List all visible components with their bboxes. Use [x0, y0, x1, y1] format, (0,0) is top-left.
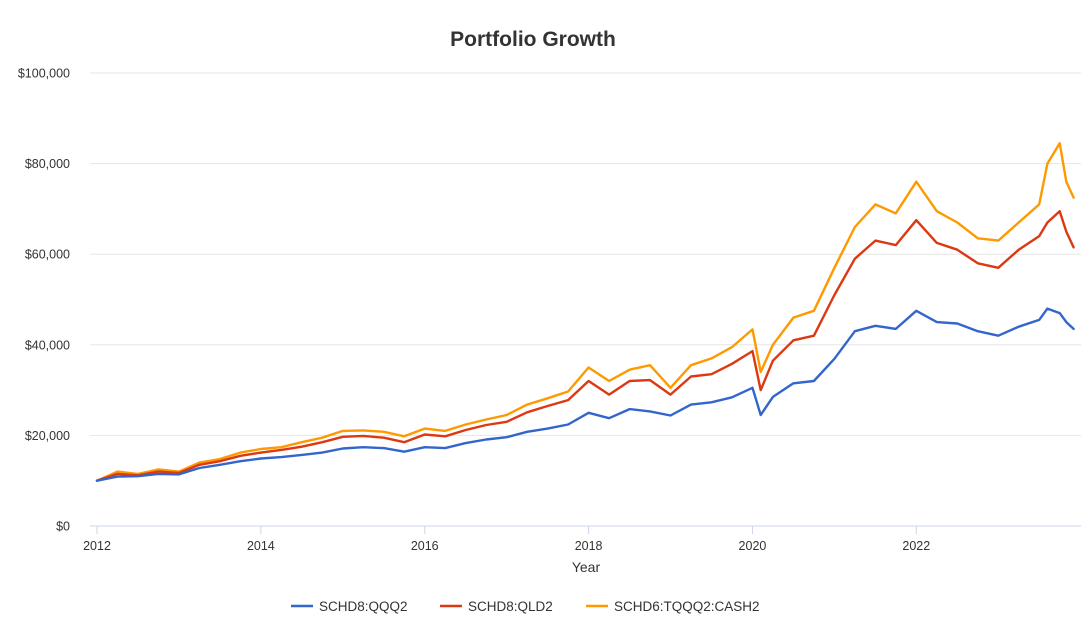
- y-tick-label: $40,000: [25, 338, 70, 352]
- legend-item[interactable]: SCHD6:TQQQ2:CASH2: [586, 599, 760, 614]
- y-tick-label: $80,000: [25, 157, 70, 171]
- legend-item[interactable]: SCHD8:QLD2: [440, 599, 553, 614]
- y-tick-label: $100,000: [18, 67, 70, 81]
- series-line-schd6-tqqq2-cash2: [95, 142, 1075, 482]
- legend-label: SCHD8:QLD2: [468, 599, 553, 614]
- chart-title: Portfolio Growth: [450, 28, 616, 51]
- series-line-schd8-qld2: [95, 210, 1075, 482]
- y-axis-tick-labels: $0 $20,000 $40,000 $60,000 $80,000 $100,000: [18, 67, 70, 534]
- x-axis-title: Year: [572, 559, 601, 575]
- x-tick-label: 2018: [575, 539, 603, 553]
- plot-area: [95, 142, 1075, 482]
- gridlines: [90, 72, 1081, 436]
- y-tick-label: $0: [56, 520, 70, 534]
- x-axis: 2012 2014 2016 2018 2020 2022: [83, 525, 1081, 553]
- x-tick-label: 2022: [902, 539, 930, 553]
- legend-label: SCHD6:TQQQ2:CASH2: [614, 599, 760, 614]
- y-tick-label: $60,000: [25, 248, 70, 262]
- x-tick-label: 2016: [411, 539, 439, 553]
- legend-label: SCHD8:QQQ2: [319, 599, 408, 614]
- y-tick-label: $20,000: [25, 429, 70, 443]
- legend: SCHD8:QQQ2 SCHD8:QLD2 SCHD6:TQQQ2:CASH2: [291, 599, 760, 614]
- x-tick-label: 2020: [739, 539, 767, 553]
- series-line-schd8-qqq2: [95, 307, 1075, 482]
- x-tick-label: 2014: [247, 539, 275, 553]
- x-tick-label: 2012: [83, 539, 111, 553]
- legend-item[interactable]: SCHD8:QQQ2: [291, 599, 408, 614]
